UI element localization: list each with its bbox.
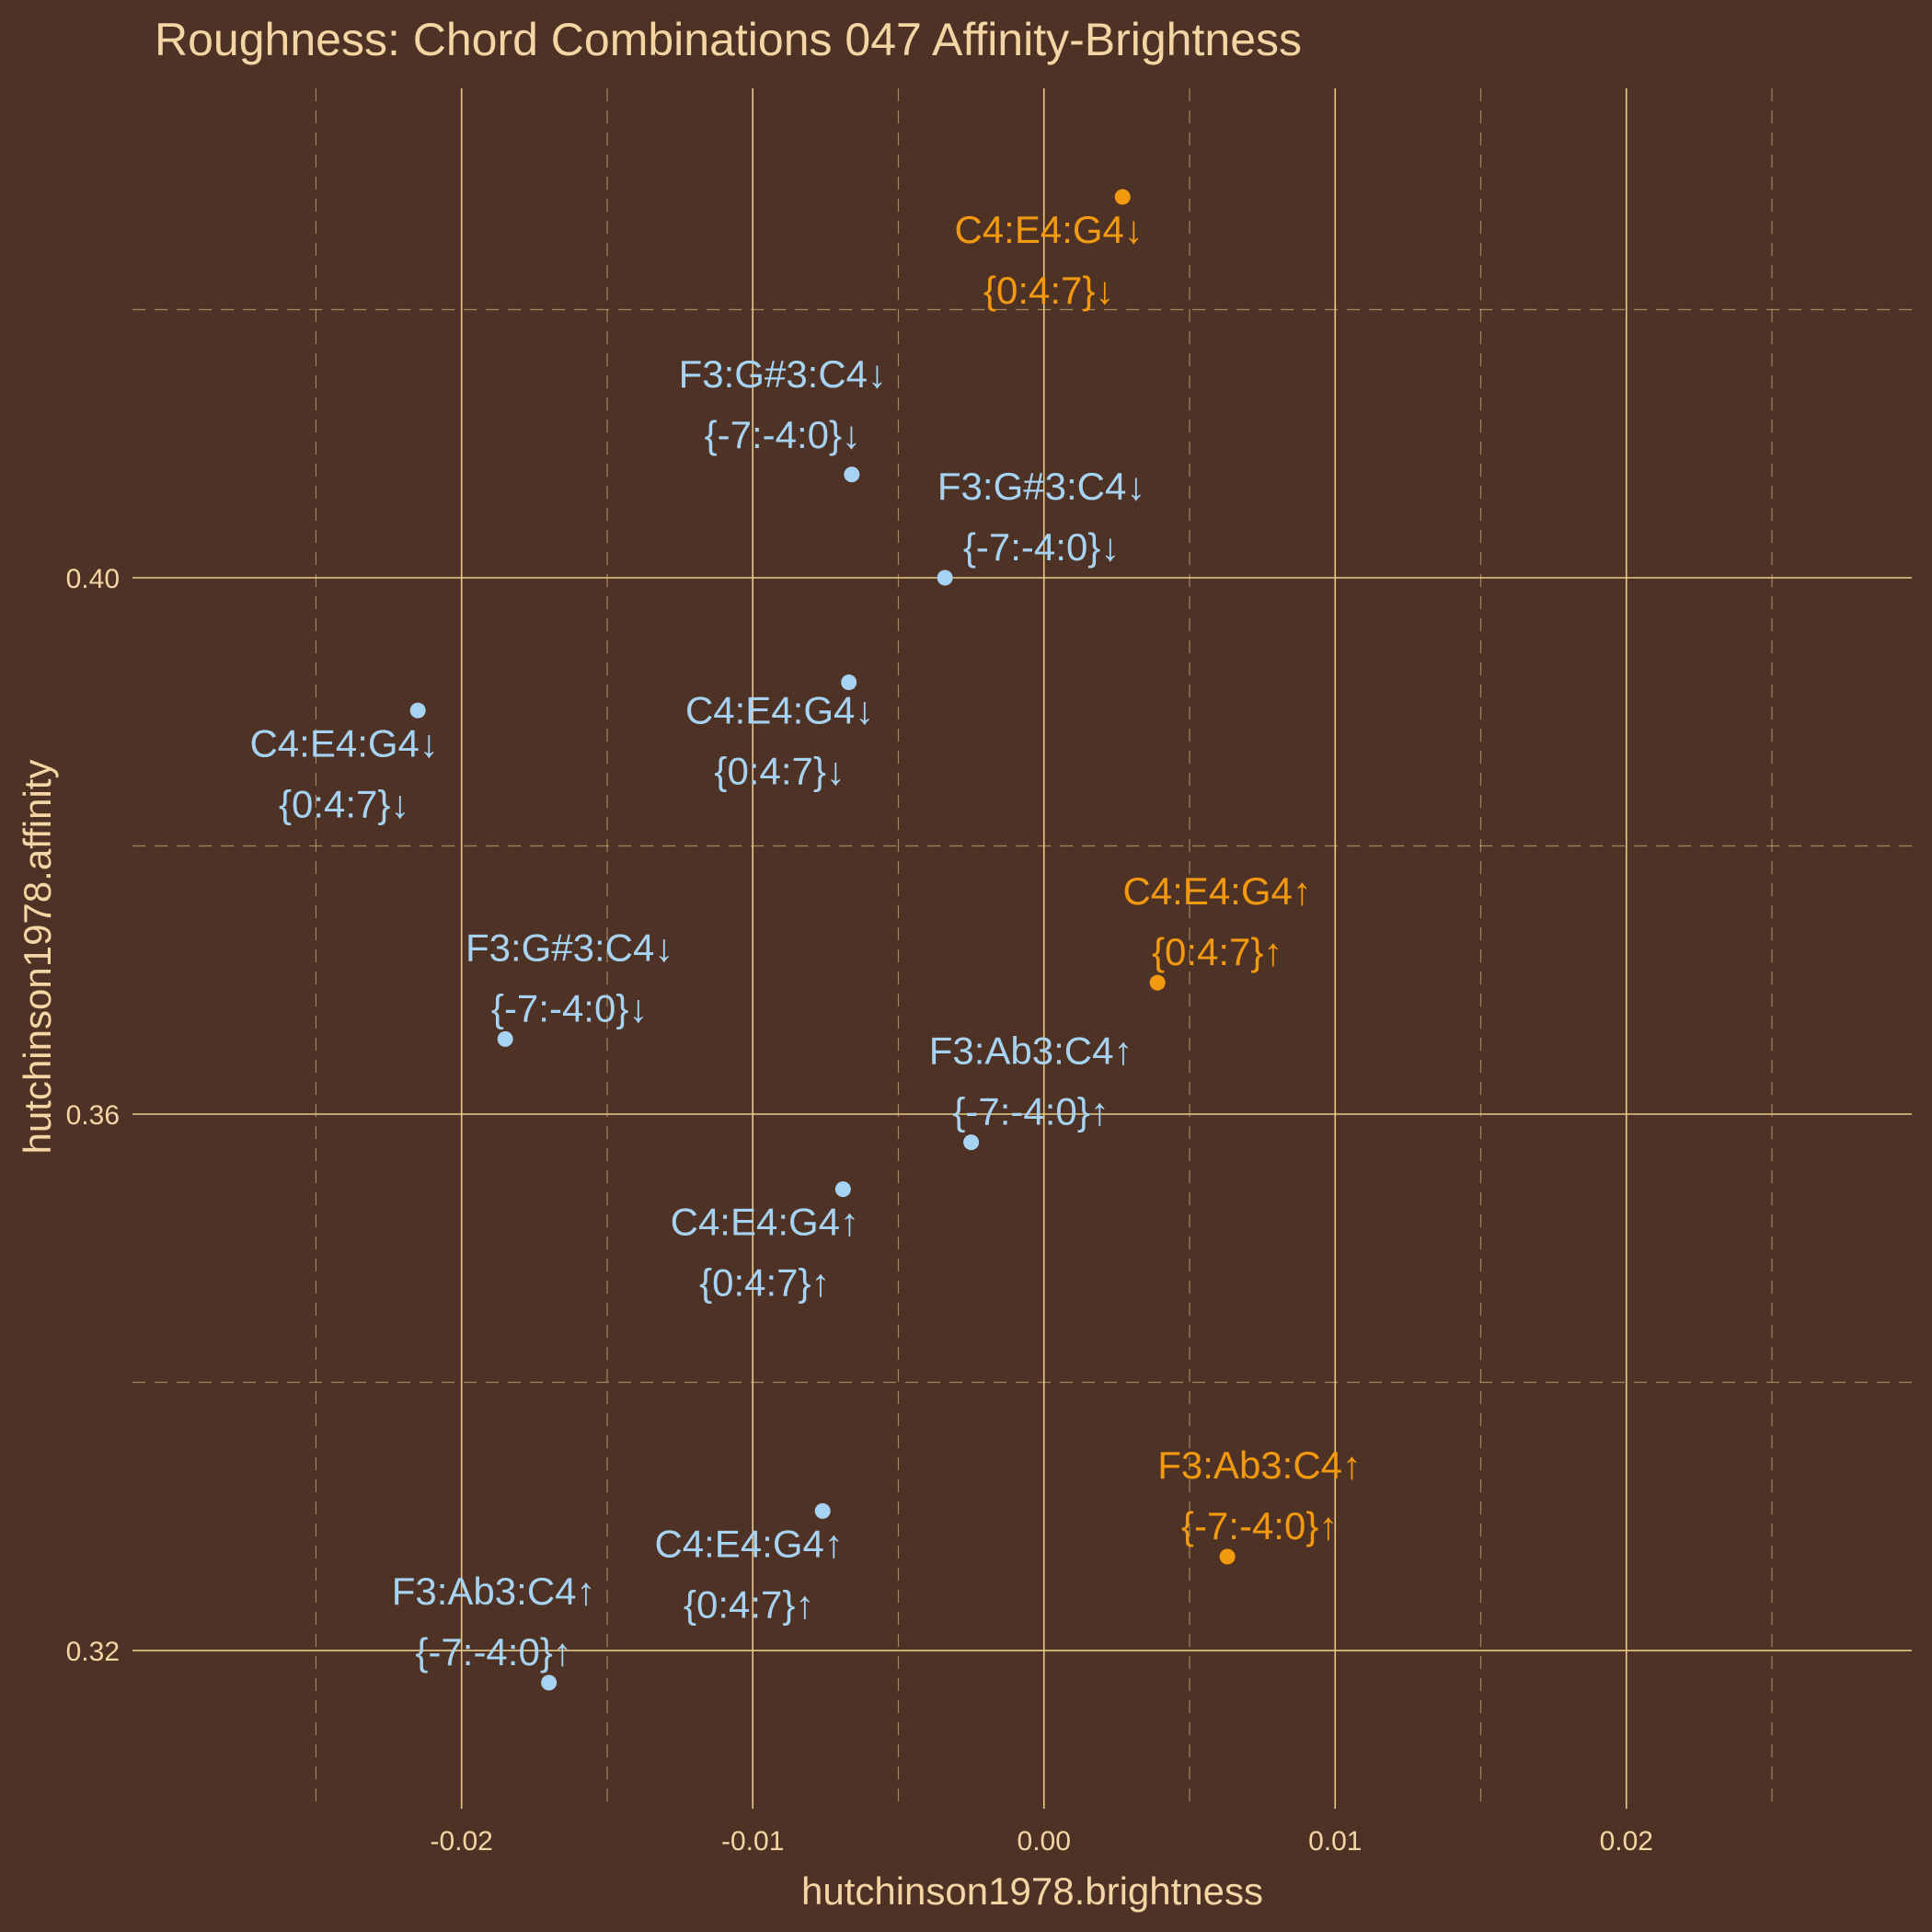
x-tick-label: 0.01: [1308, 1826, 1362, 1857]
point-label-intervals: {0:4:7}↑: [699, 1261, 830, 1305]
x-axis-title: hutchinson1978.brightness: [801, 1869, 1263, 1913]
point-labels: C4:E4:G4↓ {0:4:7}↓ F3:G#3:C4↓ {-7:-4:0}↓ F3:…: [249, 208, 1362, 1673]
point-label-intervals: {0:4:7}↓: [279, 782, 409, 825]
data-points: [409, 189, 1236, 1691]
point-label-intervals: {-7:-4:0}↓: [705, 413, 861, 456]
data-point: [1149, 974, 1166, 991]
data-point: [541, 1674, 558, 1691]
point-label-chord: C4:E4:G4↑: [654, 1522, 843, 1565]
data-point: [937, 569, 953, 586]
point-label-chord: F3:Ab3:C4↑: [1157, 1443, 1362, 1487]
point-label-chord: F3:Ab3:C4↑: [392, 1570, 596, 1613]
point-label-chord: C4:E4:G4↑: [671, 1201, 859, 1244]
data-point: [963, 1134, 980, 1151]
point-label-chord: F3:Ab3:C4↑: [929, 1029, 1133, 1073]
tick-labels: -0.02 -0.01 0.00 0.01 0.02 0.32 0.36 0.40: [66, 564, 1653, 1857]
chart-title: Roughness: Chord Combinations 047 Affini…: [155, 14, 1302, 65]
point-label-intervals: {0:4:7}↓: [714, 750, 845, 793]
y-tick-label: 0.40: [66, 564, 120, 594]
x-tick-label: -0.01: [721, 1826, 784, 1857]
point-label-intervals: {0:4:7}↑: [1152, 930, 1282, 973]
y-tick-label: 0.36: [66, 1100, 120, 1131]
point-label-chord: F3:G#3:C4↓: [466, 926, 673, 969]
point-label-intervals: {-7:-4:0}↑: [952, 1090, 1109, 1133]
point-label-intervals: {-7:-4:0}↓: [963, 525, 1120, 569]
point-label-intervals: {0:4:7}↑: [684, 1582, 814, 1626]
point-label-chord: C4:E4:G4↓: [685, 689, 874, 732]
x-tick-label: 0.02: [1600, 1826, 1653, 1857]
point-label-chord: C4:E4:G4↓: [954, 208, 1143, 251]
point-label-chord: C4:E4:G4↑: [1122, 869, 1311, 913]
point-label-intervals: {-7:-4:0}↑: [415, 1630, 571, 1673]
point-label-chord: F3:G#3:C4↓: [679, 352, 887, 396]
point-label-intervals: {-7:-4:0}↓: [491, 986, 648, 1029]
data-point: [814, 1502, 831, 1519]
point-label-intervals: {0:4:7}↓: [983, 269, 1114, 312]
x-tick-label: 0.00: [1018, 1826, 1071, 1857]
data-point: [497, 1030, 513, 1047]
data-point: [844, 466, 860, 483]
data-point: [1114, 189, 1131, 205]
y-axis-title: hutchinson1978.affinity: [16, 760, 59, 1155]
data-point: [841, 674, 857, 691]
point-label-chord: C4:E4:G4↓: [249, 721, 438, 765]
data-point: [1219, 1548, 1236, 1565]
point-label-chord: F3:G#3:C4↓: [937, 465, 1145, 508]
grid-lines: [132, 88, 1912, 1809]
data-point: [834, 1181, 851, 1198]
x-tick-label: -0.02: [430, 1826, 492, 1857]
data-point: [409, 702, 426, 719]
y-tick-label: 0.32: [66, 1637, 120, 1667]
point-label-intervals: {-7:-4:0}↑: [1181, 1504, 1338, 1547]
